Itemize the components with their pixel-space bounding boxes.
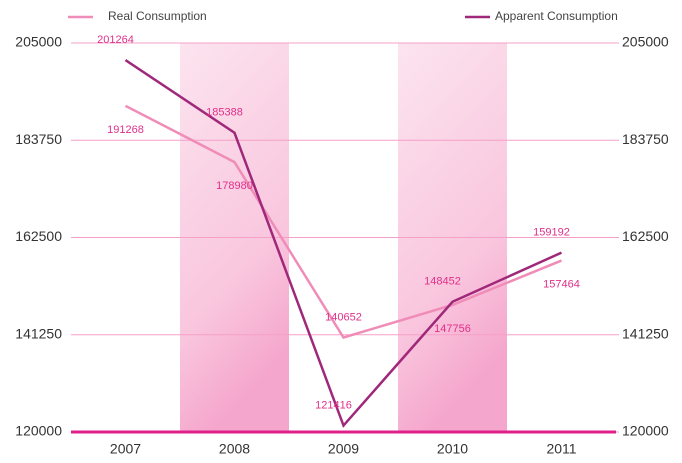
y2-tick-label: 183750 [622,131,669,147]
value-label: 201264 [97,34,134,46]
value-label: 178980 [216,180,253,192]
value-label: 159192 [533,227,570,239]
value-label: 140652 [325,311,362,323]
value-label: 148452 [424,276,461,288]
x-tick-label: 2011 [546,441,576,457]
x-tick-label: 2009 [328,441,359,457]
value-label: 191268 [107,124,144,136]
x-tick-label: 2008 [219,441,250,457]
legend-label: Apparent Consumption [495,9,618,23]
y-tick-label: 141250 [15,325,62,341]
y2-tick-label: 162500 [622,228,669,244]
value-label: 157464 [543,278,580,290]
x-tick-label: 2010 [437,441,468,457]
y-tick-label: 183750 [15,131,62,147]
value-label: 185388 [206,107,243,119]
value-label: 121416 [315,399,352,411]
y2-tick-label: 205000 [622,34,669,50]
y2-tick-label: 120000 [622,423,669,439]
y2-tick-label: 141250 [622,325,669,341]
y-tick-label: 205000 [15,34,62,50]
series-line [124,104,562,339]
y-tick-label: 120000 [15,423,62,439]
x-tick-label: 2007 [110,441,141,457]
series-line [124,59,563,428]
legend-label: Real Consumption [108,9,207,23]
value-label: 147756 [434,323,471,335]
y-tick-label: 162500 [15,228,62,244]
